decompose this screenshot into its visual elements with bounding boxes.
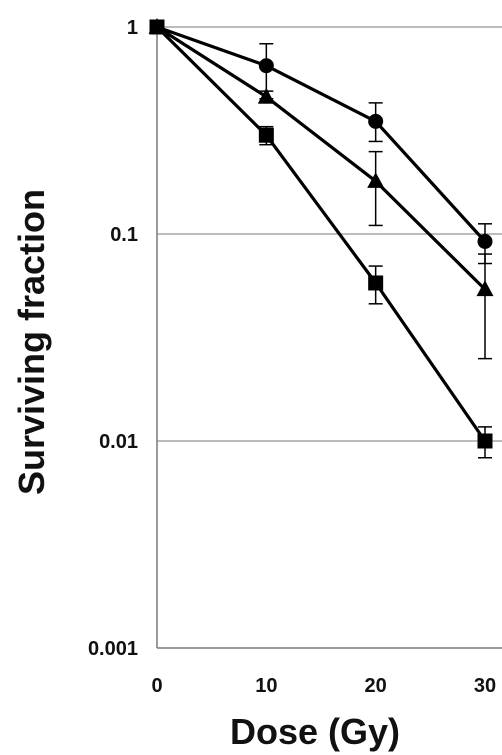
data-point-circle-3 bbox=[477, 233, 493, 249]
x-axis-title: Dose (Gy) bbox=[230, 711, 400, 752]
data-point-triangle-3 bbox=[476, 280, 494, 297]
series-line-square bbox=[155, 25, 487, 442]
y-tick-label-1: 0.1 bbox=[110, 224, 138, 246]
data-point-square-0 bbox=[149, 19, 165, 35]
gridlines bbox=[157, 26, 502, 649]
tick-labels: 1 0.1 0.01 0.001 0 10 20 30 bbox=[88, 17, 496, 697]
error-bar-triangle-3 bbox=[478, 253, 492, 360]
data-point-triangle-2 bbox=[367, 172, 385, 188]
y-tick-label-2: 0.01 bbox=[99, 431, 138, 453]
data-point-square-3 bbox=[477, 433, 493, 449]
data-point-square-1 bbox=[258, 127, 274, 143]
x-tick-label-3: 30 bbox=[474, 675, 496, 697]
y-tick-label-0: 1 bbox=[127, 17, 138, 39]
series-square bbox=[149, 19, 493, 459]
x-tick-label-2: 20 bbox=[365, 675, 387, 697]
error-bar-triangle-2 bbox=[368, 150, 383, 227]
data-point-triangle-1 bbox=[257, 87, 275, 104]
y-tick-label-3: 0.001 bbox=[88, 638, 138, 660]
series-line-circle bbox=[156, 25, 487, 243]
data-point-circle-1 bbox=[258, 58, 274, 74]
series-line-triangle bbox=[156, 25, 487, 291]
series-group bbox=[148, 18, 494, 459]
y-axis-title: Surviving fraction bbox=[11, 189, 52, 495]
axes bbox=[156, 27, 502, 649]
data-point-circle-2 bbox=[368, 113, 384, 129]
data-point-square-2 bbox=[368, 275, 384, 291]
x-tick-label-1: 10 bbox=[255, 675, 277, 697]
x-tick-label-0: 0 bbox=[151, 675, 162, 697]
